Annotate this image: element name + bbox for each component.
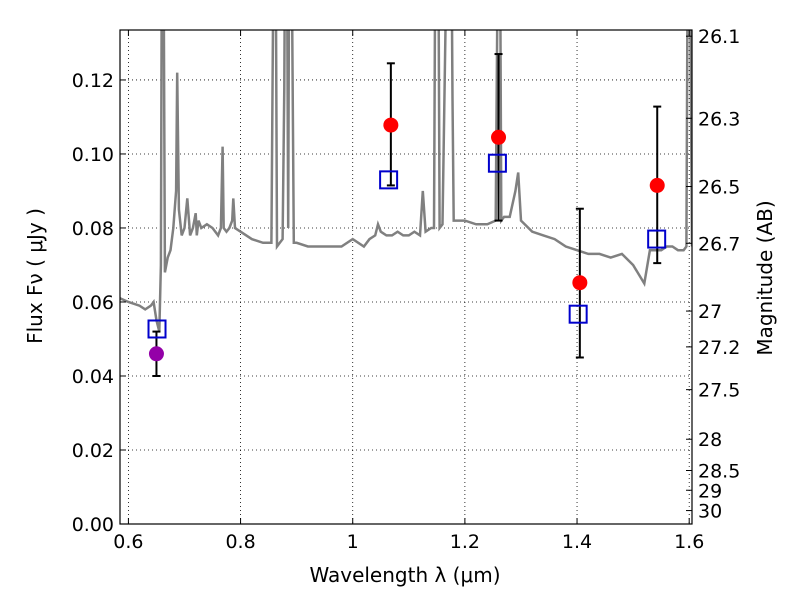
x-tick-label: 0.6: [113, 531, 143, 553]
y-tick-label: 0.06: [72, 292, 114, 314]
flux-marker: [383, 117, 399, 133]
plot-frame: [119, 29, 693, 525]
axis-ticks: 0.6 0.8 1 1.2 1.4 1.6 0.00 0.02 0.04 0.06 0.08 0.10…: [72, 26, 741, 553]
mag-tick-label: 27.2: [698, 337, 740, 359]
observed-point: [148, 330, 164, 377]
y-tick-label: 0.04: [72, 366, 114, 388]
mag-tick-label: 28: [698, 429, 722, 451]
x-tick-label: 1.4: [562, 531, 592, 553]
flux-marker: [491, 129, 507, 145]
observed-point: [649, 105, 665, 265]
model-band-square: [568, 304, 588, 324]
mag-tick-label: 26.3: [698, 108, 740, 130]
observed-point: [572, 207, 588, 359]
x-tick-label: 0.8: [225, 531, 255, 553]
x-tick-label: 1: [347, 531, 359, 553]
y-tick-label: 0.12: [72, 70, 114, 92]
flux-marker: [649, 177, 665, 193]
x-axis-label: Wavelength λ (μm): [309, 563, 500, 587]
model-band-square: [487, 153, 507, 173]
mag-tick-label: 26.7: [698, 233, 740, 255]
model-band-square: [379, 170, 399, 190]
y-axis-label-left: Flux Fν ( μJy ): [23, 208, 47, 344]
y-axis-label-right: Magnitude (AB): [753, 200, 777, 355]
observed-point: [383, 62, 399, 187]
y-tick-label: 0.02: [72, 440, 114, 462]
y-tick-label: 0.00: [72, 514, 114, 536]
mag-tick-label: 26.5: [698, 177, 740, 199]
x-tick-label: 1.2: [450, 531, 480, 553]
flux-marker: [148, 346, 164, 362]
observed-point: [491, 53, 507, 222]
mag-tick-label: 27.5: [698, 380, 740, 402]
y-tick-label: 0.10: [72, 144, 114, 166]
x-tick-label: 1.6: [674, 531, 704, 553]
grid-lines: [120, 30, 692, 525]
mag-tick-label: 26.1: [698, 26, 740, 48]
mag-tick-label: 27: [698, 301, 722, 323]
model-sed-line: [120, 30, 692, 332]
mag-tick-label: 30: [698, 501, 722, 523]
model-band-square: [147, 319, 167, 339]
mag-tick-label: 29: [698, 480, 722, 502]
mag-tick-label: 28.5: [698, 461, 740, 483]
model-band-square: [647, 229, 667, 249]
plot-area: [120, 30, 692, 377]
y-tick-label: 0.08: [72, 218, 114, 240]
flux-marker: [572, 275, 588, 291]
